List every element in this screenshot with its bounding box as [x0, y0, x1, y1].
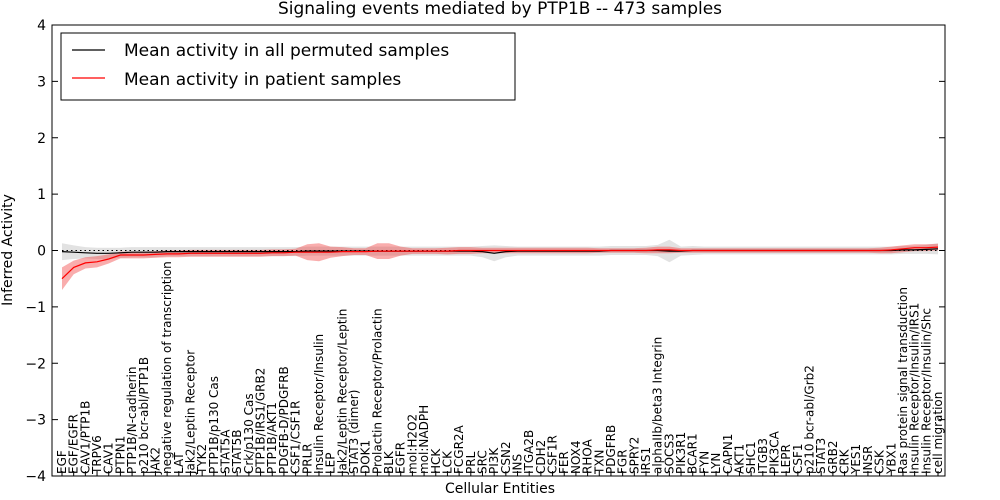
x-tick-label: Jak2/Leptin Receptor — [184, 350, 198, 475]
x-tick-label: SPRY2 — [627, 437, 641, 474]
x-tick-label: PDGFB-D/PDGFRB — [277, 366, 291, 474]
series-line-1 — [61, 246, 939, 280]
x-tick-label: YES1 — [849, 444, 863, 475]
x-tick-label: PTP1B/IRS1/GRB2 — [254, 368, 268, 474]
x-tick-label: YBX1 — [884, 443, 898, 475]
x-tick-label: LYN — [709, 453, 723, 474]
x-tick-label: Insulin Receptor/Insulin — [312, 334, 326, 474]
x-tick-label: CAPN1 — [721, 434, 735, 474]
y-tick-label: 2 — [37, 131, 46, 147]
x-tick-label: STAT5B — [230, 430, 244, 475]
y-tick-label: −4 — [25, 469, 46, 485]
x-tick-label: CDH2 — [534, 440, 548, 474]
x-tick-label: cell migration — [931, 392, 945, 474]
x-tick-label: JAK2 — [148, 447, 162, 475]
x-tick-label: LEPR — [779, 444, 793, 474]
legend-label-permuted: Mean activity in all permuted samples — [124, 41, 449, 61]
band-series-1 — [62, 243, 938, 290]
x-tick-label: PTPN1 — [113, 436, 127, 474]
legend-label-patient: Mean activity in patient samples — [124, 70, 401, 90]
x-tick-label: FGR — [616, 449, 630, 474]
x-tick-label: LCK — [440, 450, 454, 474]
x-tick-label: Insulin Receptor/Insulin/IRS1 — [908, 303, 922, 474]
x-tick-label: FER — [557, 451, 571, 474]
x-tick-label: PRLR — [300, 443, 314, 474]
x-tick-label: INSR — [861, 446, 875, 474]
x-tick-label: mol:NADPH — [417, 405, 431, 474]
x-tick-label: STAT3 — [814, 438, 828, 474]
x-tick-label: EGF — [55, 450, 69, 474]
x-tick-label: CSF1R — [546, 435, 560, 474]
x-tick-label: Ras protein signal transduction — [896, 287, 910, 474]
x-tick-label: PRL — [464, 451, 478, 474]
x-tick-label: p210 bcr-abl/Grb2 — [803, 365, 817, 474]
x-tick-label: PIK3CA — [768, 430, 782, 474]
chart-title: Signaling events mediated by PTP1B -- 47… — [278, 0, 722, 19]
y-tick-label: −3 — [25, 413, 46, 429]
y-tick-label: −1 — [25, 300, 46, 316]
x-tick-label: CSN2 — [499, 441, 513, 474]
y-axis-label: Inferred Activity — [0, 194, 16, 306]
x-tick-label: PDGFRB — [604, 425, 618, 474]
y-tick-label: 4 — [37, 18, 46, 34]
x-tick-label: Insulin Receptor/Insulin/Shc — [919, 308, 933, 474]
x-tick-label: TYK2 — [195, 444, 209, 475]
x-tick-label: FYN — [697, 451, 711, 474]
x-tick-label: TXN — [592, 449, 606, 475]
x-tick-label: TRPV6 — [90, 435, 104, 475]
x-tick-label: PIK3R1 — [674, 432, 688, 474]
x-tick-label: p210 bcr-abl/PTP1B — [137, 357, 151, 474]
x-tick-label: negative regulation of transcription — [160, 261, 174, 474]
legend: Mean activity in all permuted samples Me… — [60, 32, 516, 101]
x-tick-label: CRK — [838, 448, 852, 474]
x-tick-label: HCK — [429, 448, 443, 474]
x-tick-label: Prolactin Receptor/Prolactin — [370, 308, 384, 474]
x-tick-label: alphaIIb/beta3 Integrin — [651, 337, 665, 474]
x-tick-label: Crk/p130 Cas — [242, 393, 256, 474]
x-tick-label: CAV1/PTP1B — [78, 401, 92, 474]
x-tick-label: GRB2 — [826, 440, 840, 474]
x-tick-label: DOK1 — [359, 440, 373, 474]
x-axis-label: Cellular Entities — [445, 481, 555, 497]
x-tick-label: IRS1 — [639, 447, 653, 474]
x-tick-label: AKT1 — [732, 444, 746, 474]
y-tick-label: 1 — [37, 187, 46, 203]
x-tick-label: EGFR — [394, 442, 408, 474]
x-tick-label: CSF1 — [791, 443, 805, 474]
x-tick-label: LAT — [172, 452, 186, 474]
y-tick-label: −2 — [25, 356, 46, 372]
x-tick-label: CSF1/CSF1R — [289, 401, 303, 474]
x-tick-label: PTP1B/p130 Cas — [207, 376, 221, 474]
x-tick-label: LEP — [324, 452, 338, 474]
y-tick-label: 0 — [37, 244, 46, 260]
x-tick-label: SHC1 — [744, 441, 758, 474]
series-lines — [61, 246, 939, 280]
x-tick-label: SRC — [476, 450, 490, 474]
x-tick-label: SOCS3 — [662, 433, 676, 474]
confidence-bands — [62, 239, 938, 290]
y-axis: −4 −3 −2 −1 0 1 2 3 4 — [25, 18, 945, 485]
x-tick-label: mol:H2O2 — [405, 414, 419, 474]
x-tick-label: RHOA — [581, 438, 595, 474]
x-tick-label: FCGR2A — [452, 424, 466, 474]
x-tick-label: CSK — [873, 449, 887, 474]
x-tick-label: BLK — [382, 450, 396, 474]
x-tick-label: INS — [511, 454, 525, 474]
x-tick-label: ITGA2B — [522, 430, 536, 474]
legend-box — [60, 32, 516, 101]
x-tick-label: BCAR1 — [686, 433, 700, 474]
x-axis: EGFEGF/EGFRCAV1/PTP1BTRPV6CAV1PTPN1PTP1B… — [55, 261, 945, 476]
x-tick-label: PTP1B/N-cadherin — [125, 367, 139, 474]
x-tick-label: PTP1B/AKT1 — [265, 402, 279, 474]
x-tick-label: STAT3 (dimer) — [347, 390, 361, 474]
x-tick-label: STAT5A — [219, 429, 233, 474]
x-tick-label: ITGB3 — [756, 438, 770, 474]
x-tick-label: PI3K — [487, 447, 501, 474]
x-tick-label: EGF/EGFR — [67, 414, 81, 474]
x-tick-label: Jak2/Leptin Receptor/Leptin — [335, 309, 349, 475]
y-tick-label: 3 — [37, 74, 46, 90]
x-tick-label: NOX4 — [569, 440, 583, 474]
x-tick-label: CAV1 — [102, 442, 116, 474]
